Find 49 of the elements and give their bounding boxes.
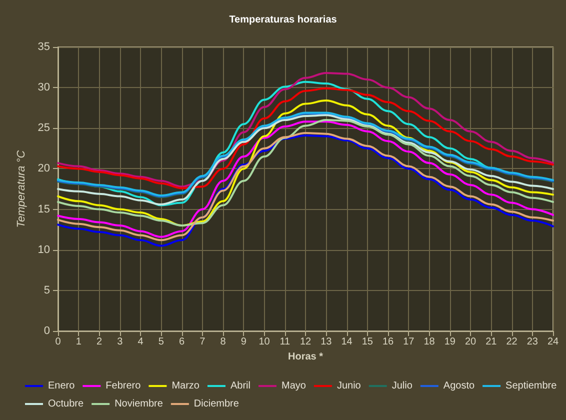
- y-tick-label: 0: [44, 325, 50, 337]
- legend-label: Noviembre: [114, 398, 164, 410]
- legend-label: Octubre: [48, 398, 84, 410]
- x-tick-label: 5: [158, 336, 164, 348]
- x-tick-label: 17: [403, 336, 415, 348]
- x-tick-label: 4: [138, 336, 144, 348]
- x-tick-label: 24: [547, 336, 559, 348]
- y-axis-title: Temperatura °C: [15, 150, 28, 228]
- y-tick-label: 5: [44, 284, 50, 296]
- x-tick-label: 23: [526, 336, 538, 348]
- x-tick-label: 12: [300, 336, 312, 348]
- x-tick-label: 21: [486, 336, 498, 348]
- line-series: [57, 100, 554, 227]
- legend-label: Febrero: [106, 380, 142, 392]
- legend-label: Marzo: [172, 380, 200, 392]
- legend-label: Septiembre: [506, 380, 558, 392]
- legend-label: Abril: [230, 380, 250, 392]
- x-tick-label: 20: [464, 336, 476, 348]
- x-tick-label: 9: [240, 336, 247, 348]
- x-tick-label: 7: [200, 336, 206, 348]
- legend-label: Junio: [336, 380, 362, 392]
- legend-label: Enero: [48, 380, 76, 392]
- y-tick-label: 10: [38, 244, 50, 256]
- y-tick-label: 25: [38, 122, 50, 134]
- x-tick-label: 16: [382, 336, 394, 348]
- legend-label: Mayo: [281, 380, 306, 392]
- y-tick-label: 35: [38, 41, 50, 53]
- x-tick-label: 19: [444, 336, 456, 348]
- x-tick-label: 13: [320, 336, 332, 348]
- x-tick-label: 14: [341, 336, 353, 348]
- x-tick-label: 0: [55, 336, 62, 348]
- x-tick-label: 6: [178, 336, 185, 348]
- x-tick-label: 8: [220, 336, 226, 348]
- y-tick-label: 15: [38, 203, 50, 216]
- x-axis-title: Horas *: [288, 351, 324, 362]
- x-tick-label: 3: [117, 336, 124, 348]
- x-tick-label: 2: [96, 336, 102, 348]
- x-tick-label: 15: [362, 336, 374, 348]
- y-tick-label: 20: [38, 162, 50, 175]
- x-tick-label: 10: [258, 336, 270, 348]
- legend-label: Agosto: [443, 380, 475, 392]
- legend-label: Julio: [392, 380, 413, 392]
- x-tick-label: 11: [280, 336, 290, 348]
- x-tick-label: 18: [424, 336, 436, 348]
- x-tick-label: 22: [506, 336, 518, 348]
- legend-label: Diciembre: [194, 398, 240, 410]
- chart-title: Temperaturas horarias: [229, 14, 338, 26]
- x-tick-label: 1: [76, 336, 82, 348]
- y-tick-label: 30: [38, 82, 50, 94]
